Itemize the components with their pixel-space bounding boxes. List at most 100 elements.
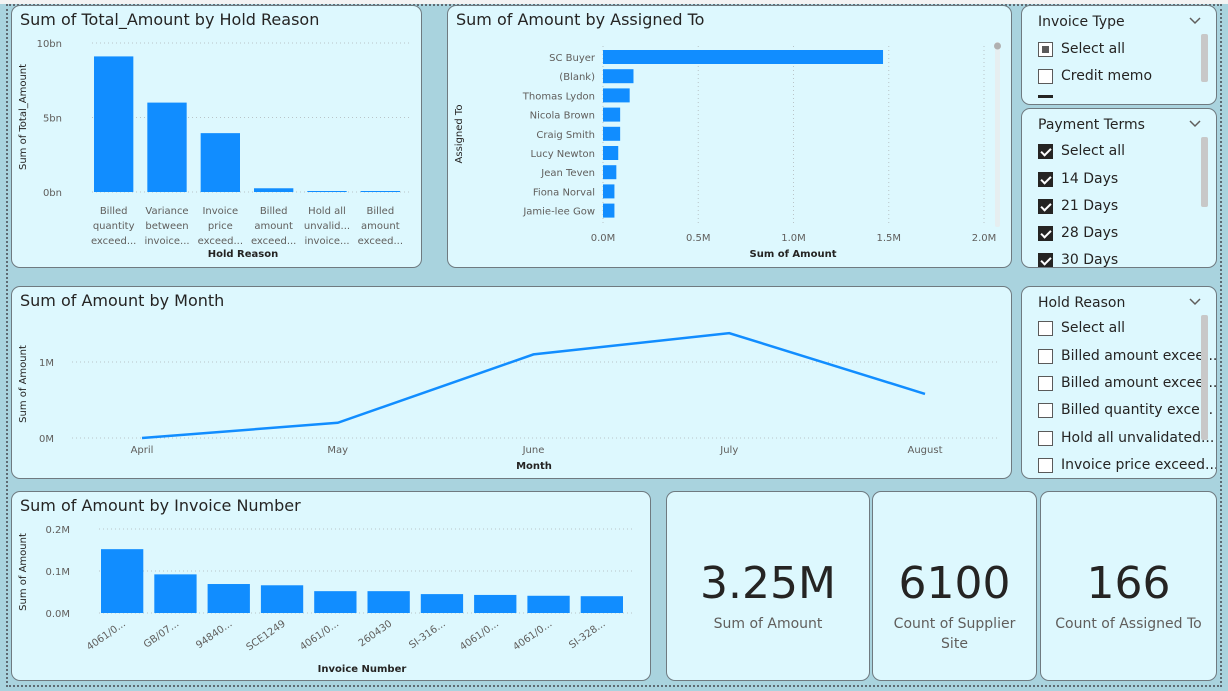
x-tick-label: GB/07...: [142, 618, 181, 650]
bar: [147, 102, 187, 192]
checkbox[interactable]: [1038, 252, 1053, 267]
x-tick-label: amount: [254, 221, 293, 232]
kpi-label: Sum of Amount: [713, 616, 823, 632]
slicer-item-label: Select all: [1061, 41, 1125, 57]
bar: [314, 591, 357, 613]
bar: [420, 594, 464, 613]
x-tick-label: exceed...: [358, 236, 403, 247]
slicer-item-hold-select-all[interactable]: Select all: [1038, 318, 1125, 338]
month-chart-title: Sum of Amount by Month: [20, 291, 225, 310]
invoice-type-slicer-title: Invoice Type: [1038, 14, 1125, 30]
bar: [154, 574, 197, 613]
bar: [603, 107, 621, 122]
x-tick-label: Billed: [260, 206, 288, 217]
x-tick-label: 0.0M: [591, 233, 616, 244]
x-tick-label: quantity: [93, 221, 135, 232]
x-tick-label: 0.5M: [686, 233, 711, 244]
y-axis-title: Sum of Amount: [18, 533, 29, 611]
y-tick-label: 1M: [39, 358, 54, 369]
kpi-label: Count of Assigned To: [1055, 616, 1202, 632]
y-axis-title: Sum of Total_Amount: [18, 64, 29, 170]
checkbox[interactable]: [1038, 143, 1053, 159]
hold-reason-chart-card[interactable]: Sum of Total_Amount by Hold Reason 10bn 5…: [11, 5, 422, 268]
y-tick-label: 0.0M: [45, 609, 70, 620]
chevron-down-icon[interactable]: [1188, 297, 1202, 307]
y-tick-label: 0bn: [43, 188, 62, 199]
slicer-item-label: Billed quantity exce...: [1061, 402, 1214, 418]
x-tick-label: amount: [361, 221, 400, 232]
scrollbar[interactable]: [1201, 137, 1208, 207]
x-tick-label: exceed...: [198, 236, 243, 247]
bar: [603, 69, 634, 84]
chevron-down-icon[interactable]: [1188, 16, 1202, 26]
slicer-item-14-days[interactable]: 14 Days: [1038, 169, 1118, 189]
kpi-card-count-supplier-site[interactable]: 6100 Count of Supplier Site: [872, 491, 1037, 681]
kpi-value: 6100: [898, 558, 1011, 609]
slicer-item-label: Billed amount excee...: [1061, 375, 1217, 391]
scrollbar[interactable]: [1201, 34, 1208, 82]
invoice-chart-card[interactable]: Sum of Amount by Invoice Number 0.2M 0.1M…: [11, 491, 651, 681]
checkbox[interactable]: [1038, 375, 1053, 391]
month-chart-card[interactable]: Sum of Amount by Month 1M 0M Sum of Amount…: [11, 286, 1012, 479]
checkbox[interactable]: [1038, 68, 1053, 84]
bar: [603, 50, 884, 64]
bar: [603, 126, 621, 141]
payment-terms-slicer-title: Payment Terms: [1038, 117, 1145, 133]
chevron-down-icon[interactable]: [1188, 119, 1202, 129]
month-chart: 1M 0M Sum of Amount April May June July August M…: [18, 331, 997, 472]
checkbox[interactable]: [1038, 198, 1053, 214]
hold-reason-chart-title: Sum of Total_Amount by Hold Reason: [20, 10, 320, 29]
kpi-value: 3.25M: [700, 558, 836, 609]
x-axis-title: Sum of Amount: [750, 249, 837, 260]
bar: [603, 146, 619, 160]
bar: [527, 595, 570, 613]
slicer-item-payment-select-all[interactable]: Select all: [1038, 141, 1125, 161]
checkbox[interactable]: [1038, 171, 1053, 187]
x-tick-label: August: [908, 445, 943, 456]
bar: [101, 549, 144, 613]
x-tick-label: 2.0M: [972, 233, 997, 244]
slicer-item-hold-reason[interactable]: Billed amount excee...: [1038, 373, 1217, 393]
hold-reason-slicer-title: Hold Reason: [1038, 295, 1126, 311]
invoice-chart-title: Sum of Amount by Invoice Number: [20, 496, 301, 515]
kpi-value: 166: [1086, 558, 1171, 609]
slicer-item-hold-reason[interactable]: Invoice price exceed...: [1038, 455, 1216, 475]
kpi-card-sum-amount[interactable]: 3.25M Sum of Amount: [666, 491, 870, 681]
y-tick-label: Craig Smith: [536, 130, 595, 141]
slicer-item-credit-memo[interactable]: Credit memo: [1038, 66, 1152, 86]
x-tick-label: June: [522, 445, 545, 456]
y-tick-label: Fiona Norval: [533, 187, 595, 198]
x-tick-label: 260430: [357, 618, 395, 649]
slicer-item-hold-reason[interactable]: Billed quantity exce...: [1038, 400, 1213, 420]
slicer-item-28-days[interactable]: 28 Days: [1038, 223, 1118, 243]
assigned-to-chart-card[interactable]: Sum of Amount by Assigned To 0.0M 0.5M 1.0…: [447, 5, 1012, 268]
slicer-item-hold-reason[interactable]: Hold all unvalidated...: [1038, 428, 1214, 448]
checkbox[interactable]: [1038, 402, 1053, 418]
slicer-item-invoice-type-select-all[interactable]: Select all: [1038, 39, 1125, 59]
x-tick-label: SI-316...: [407, 618, 447, 651]
x-tick-label: 4061/0...: [458, 618, 501, 653]
slicer-item-hold-reason[interactable]: Billed amount excee...: [1038, 346, 1216, 366]
invoice-type-slicer: Invoice Type Select all Credit memo: [1021, 5, 1217, 105]
slicer-item-30-days[interactable]: 30 Days: [1038, 250, 1118, 267]
x-tick-label: invoice...: [144, 236, 189, 247]
y-tick-label: Lucy Newton: [530, 149, 595, 160]
x-tick-label: 4061/0...: [298, 618, 341, 653]
x-axis-title: Hold Reason: [208, 249, 278, 260]
bar: [260, 585, 304, 613]
slicer-item-21-days[interactable]: 21 Days: [1038, 196, 1118, 216]
x-tick-label: exceed...: [251, 236, 296, 247]
kpi-card-count-assigned-to[interactable]: 166 Count of Assigned To: [1040, 491, 1217, 681]
checkbox[interactable]: [1038, 430, 1053, 446]
checkbox[interactable]: [1038, 41, 1053, 57]
slicer-item-label: 28 Days: [1061, 225, 1119, 241]
x-tick-label: 94840...: [194, 618, 234, 651]
checkbox[interactable]: [1038, 320, 1053, 336]
checkbox[interactable]: [1038, 348, 1053, 364]
series-line: [141, 331, 926, 440]
checkbox[interactable]: [1038, 225, 1053, 241]
scrollbar[interactable]: [1201, 315, 1208, 440]
assigned-to-chart-title: Sum of Amount by Assigned To: [456, 10, 705, 29]
checkbox[interactable]: [1038, 457, 1053, 473]
scrollbar-thumb: [994, 42, 1001, 50]
